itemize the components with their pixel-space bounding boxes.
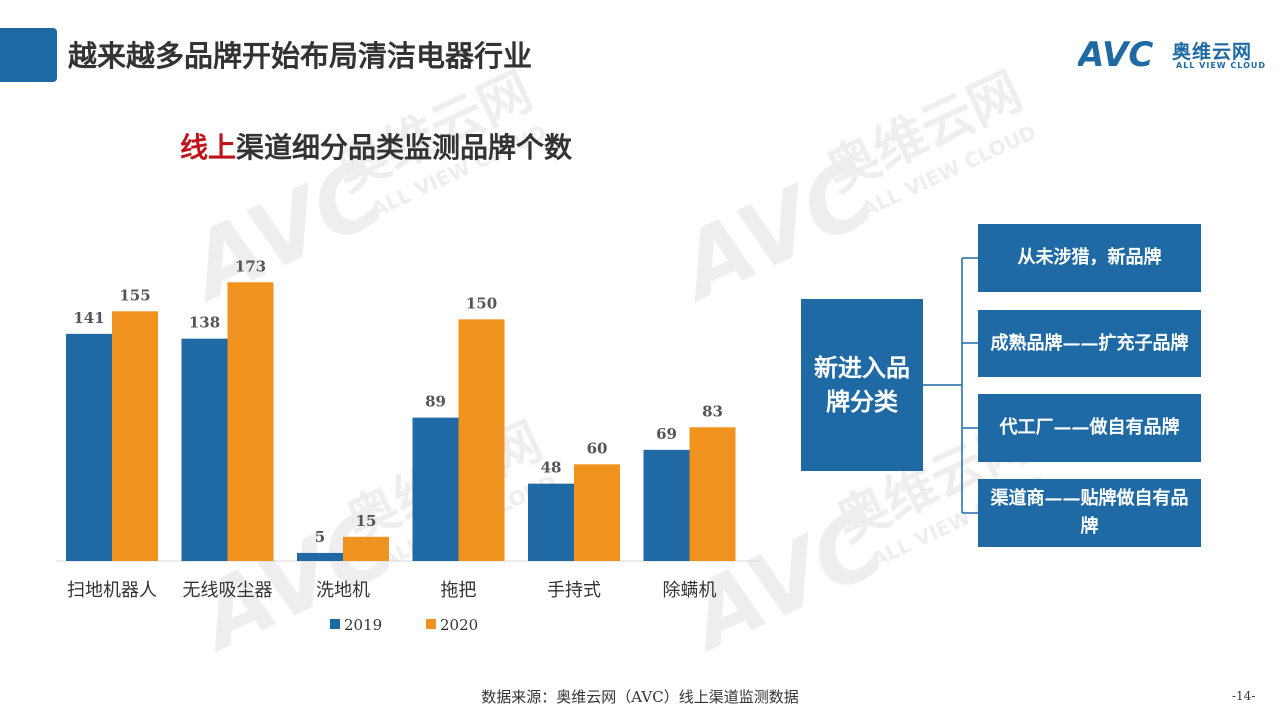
bar-2019-2 <box>297 552 343 561</box>
chart-title-highlight: 线上 <box>180 131 237 164</box>
data-label-2019-0: 141 <box>73 309 104 327</box>
bar-2019-0 <box>66 333 112 561</box>
legend-item-2020: 2020 <box>426 616 478 634</box>
category-label-4: 手持式 <box>547 580 601 601</box>
bar-2019-4 <box>528 483 574 561</box>
bar-2020-0 <box>112 311 158 561</box>
data-label-2020-4: 60 <box>587 439 608 457</box>
bar-2019-5 <box>643 449 690 561</box>
slide-title: 越来越多品牌开始布局清洁电器行业 <box>68 39 533 73</box>
category-label-0: 扫地机器人 <box>67 580 157 601</box>
data-label-2020-5: 83 <box>702 402 723 420</box>
category-label-5: 除螨机 <box>663 580 717 601</box>
data-label-2020-2: 15 <box>356 512 377 530</box>
category-label-2: 洗地机 <box>316 580 370 601</box>
data-source-note: 数据来源：奥维云网（AVC）线上渠道监测数据 <box>481 688 799 706</box>
bar-2019-3 <box>412 417 459 561</box>
bar-2020-2 <box>343 536 389 561</box>
data-label-2020-3: 150 <box>466 294 497 312</box>
avc-logo-text: AVC <box>1078 36 1153 72</box>
data-label-2019-5: 69 <box>656 425 677 443</box>
avc-logo: AVC 奥维云网 ALL VIEW CLOUD <box>1078 36 1270 76</box>
legend-swatch-2020 <box>426 619 436 629</box>
category-mature-brand: 成熟品牌——扩充子品牌 <box>978 310 1201 377</box>
data-label-2019-3: 89 <box>425 393 446 411</box>
legend-swatch-2019 <box>330 619 340 629</box>
avc-logo-mark: AVC <box>1078 36 1153 72</box>
data-label-2019-4: 48 <box>541 459 562 477</box>
chart-title-rest: 渠道细分品类监测品牌个数 <box>236 131 573 164</box>
category-channel-dealer: 渠道商——贴牌做自有品牌 <box>978 479 1201 547</box>
legend-label-2019: 2019 <box>344 616 383 634</box>
bar-2020-5 <box>689 427 736 561</box>
title-accent-block <box>0 28 57 82</box>
legend-label-2020: 2020 <box>440 616 479 634</box>
bar-2020-4 <box>574 464 620 561</box>
category-label-1: 无线吸尘器 <box>183 580 273 601</box>
category-oem-factory: 代工厂——做自有品牌 <box>978 394 1201 462</box>
legend-item-2019: 2019 <box>330 616 382 634</box>
category-new-brand: 从未涉猎，新品牌 <box>978 224 1201 292</box>
bar-2019-1 <box>181 338 228 561</box>
logo-english-name: ALL VIEW CLOUD <box>1176 61 1267 70</box>
bar-2020-3 <box>458 319 505 561</box>
data-label-2020-0: 155 <box>119 286 150 304</box>
chart-title: 线上渠道细分品类监测品牌个数 <box>180 126 572 166</box>
bar-2020-1 <box>227 282 274 561</box>
logo-chinese-name: 奥维云网 <box>1172 41 1253 63</box>
new-brand-category-box: 新进入品牌分类 <box>801 299 923 471</box>
data-label-2020-1: 173 <box>235 257 266 275</box>
page-number: -14- <box>1232 689 1256 703</box>
data-label-2019-1: 138 <box>189 314 220 332</box>
data-label-2019-2: 5 <box>315 528 325 546</box>
category-label-3: 拖把 <box>441 580 477 601</box>
